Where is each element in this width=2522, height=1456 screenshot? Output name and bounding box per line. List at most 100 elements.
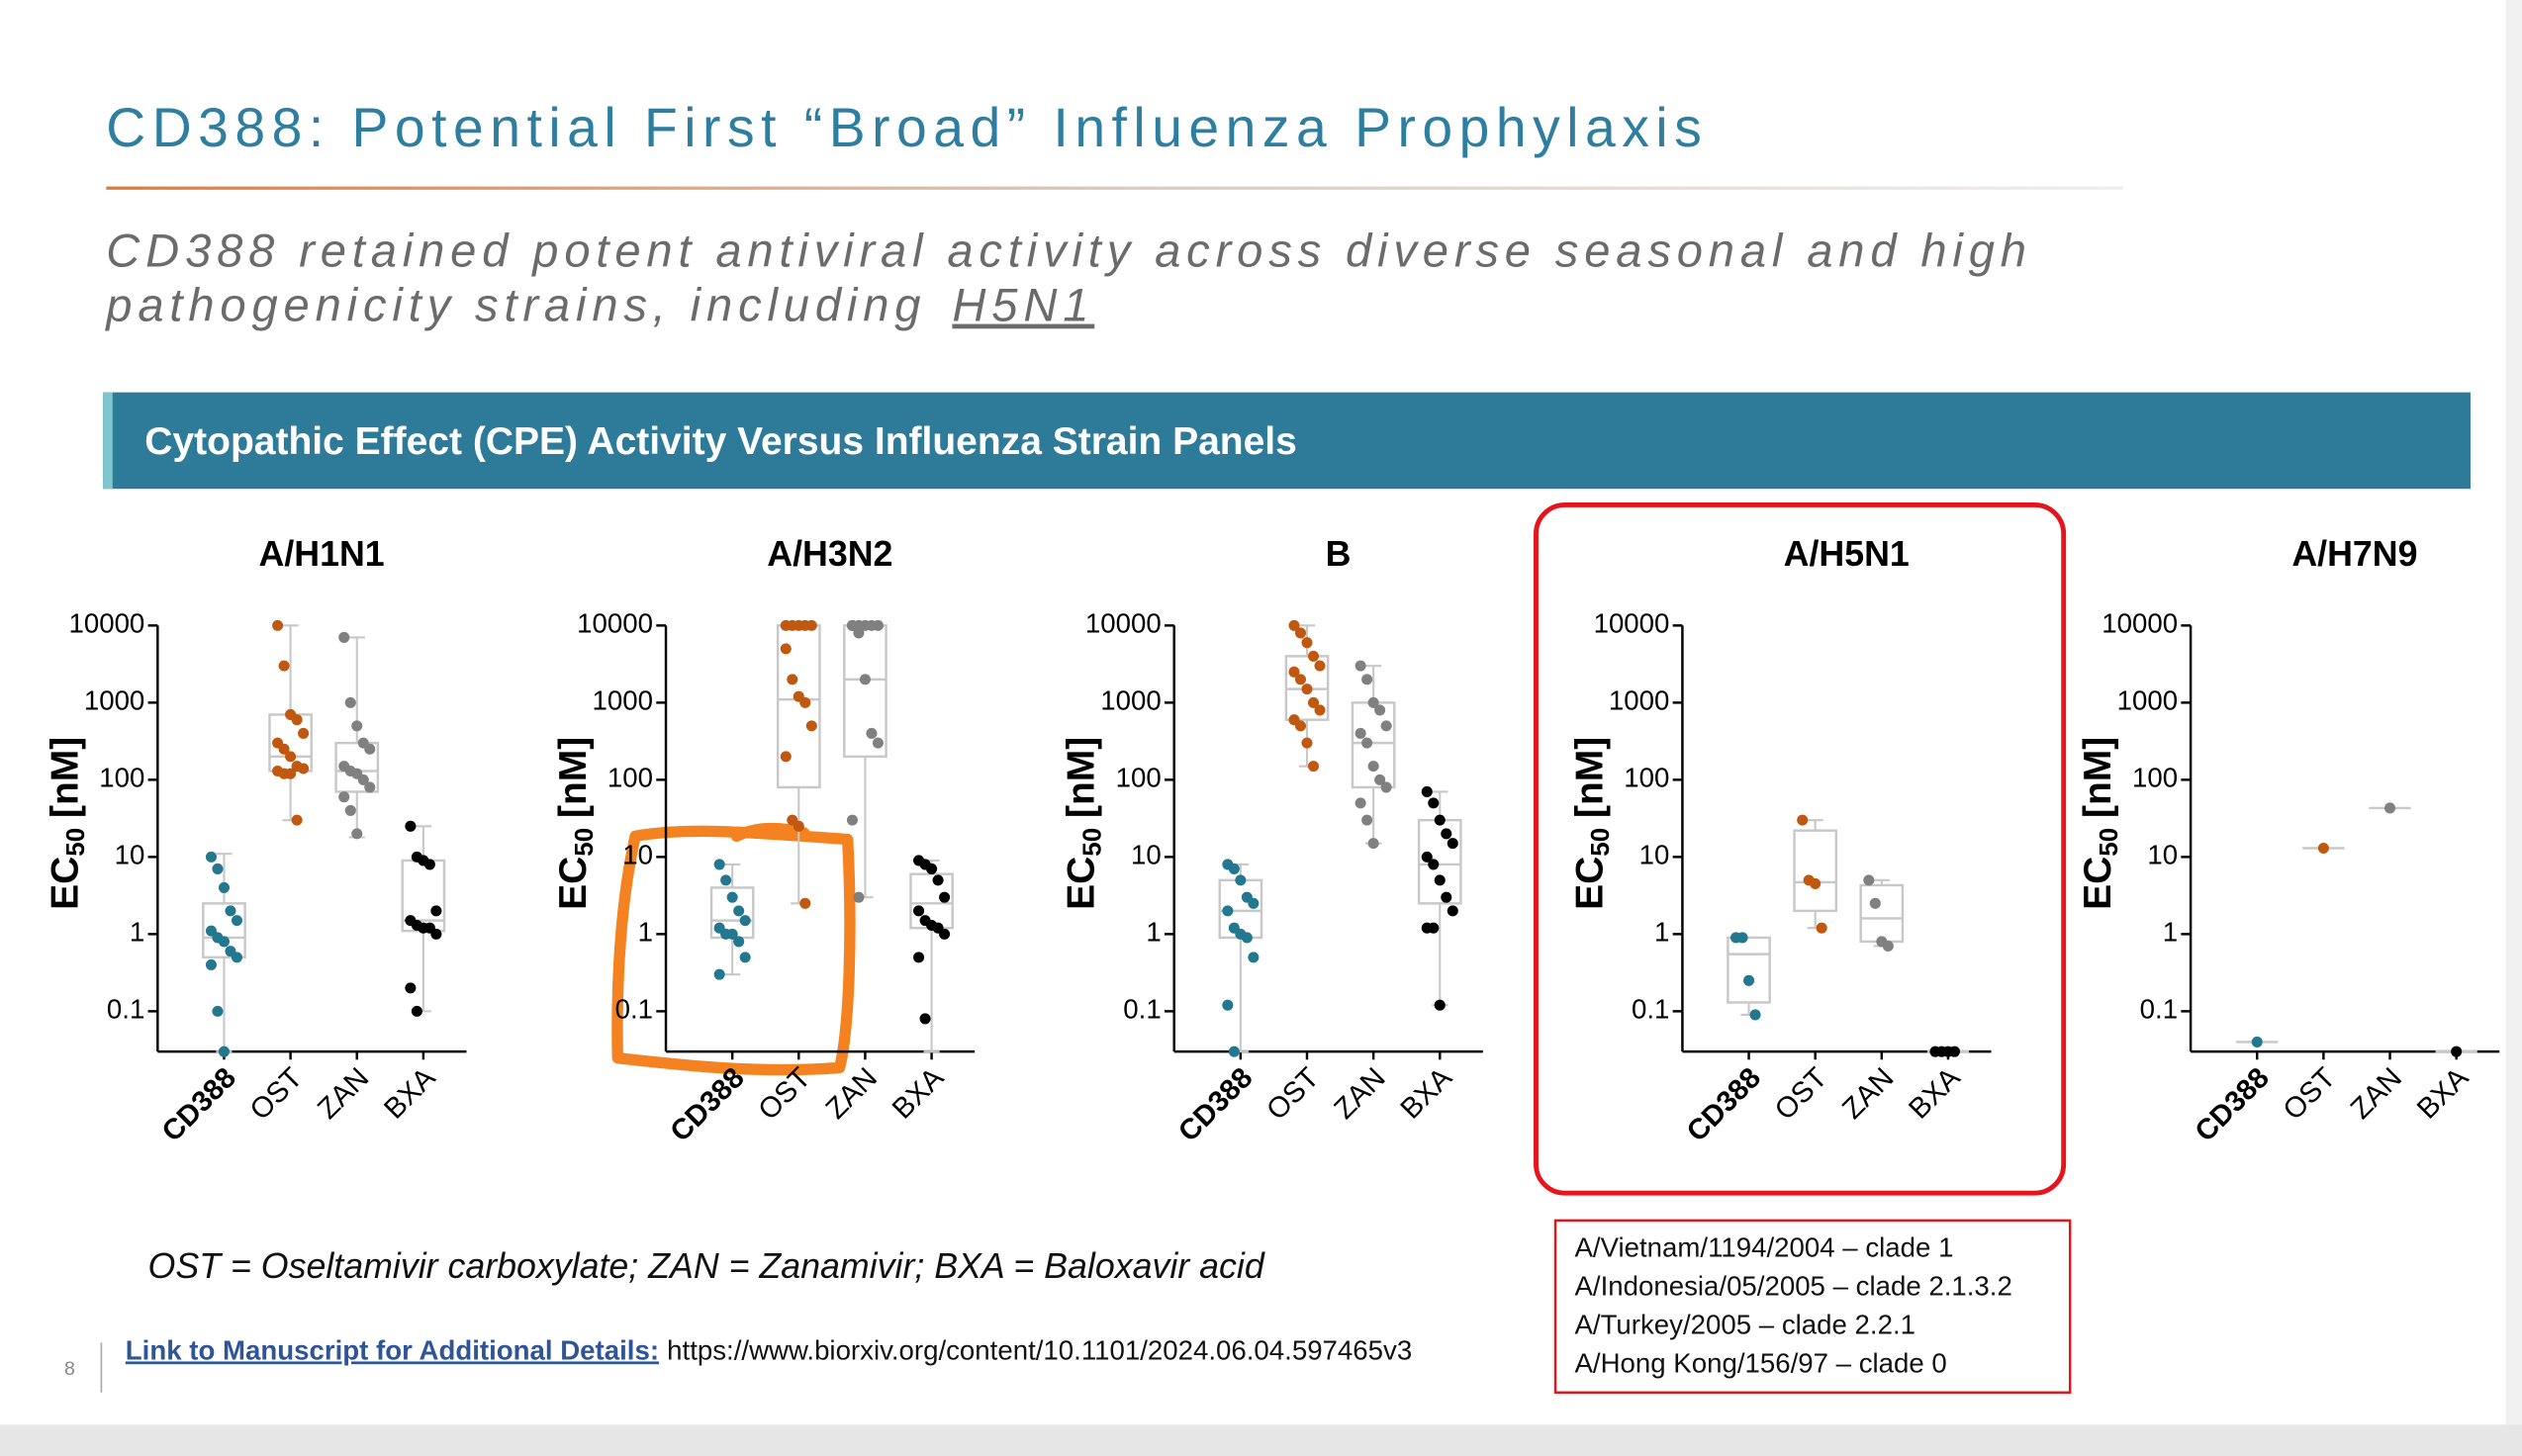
data-point: [285, 768, 297, 779]
banner-stripe: [103, 392, 113, 490]
data-point: [338, 631, 350, 643]
y-axis-label-sub: 50: [1076, 828, 1106, 857]
y-axis-label-main: EC: [1061, 857, 1103, 910]
y-tick-label: 100: [99, 763, 144, 793]
data-point: [1222, 905, 1234, 917]
y-axis-label-unit: [nM]: [1061, 737, 1103, 818]
data-point: [853, 627, 865, 639]
data-point: [919, 1013, 931, 1025]
y-tick-label: 1: [130, 917, 144, 948]
data-point: [351, 828, 363, 840]
data-point: [726, 891, 738, 903]
y-axis-label-main: EC: [2077, 857, 2119, 910]
data-point: [859, 674, 871, 685]
data-point: [231, 915, 242, 927]
data-point: [1948, 1046, 1960, 1057]
data-point: [805, 619, 817, 631]
y-axis-label-sub: 50: [1585, 828, 1615, 857]
data-point: [1361, 737, 1373, 749]
data-point: [787, 674, 798, 685]
data-point: [1294, 720, 1307, 732]
data-point: [205, 958, 217, 970]
box: [843, 624, 887, 759]
data-point: [218, 881, 230, 893]
y-axis-label-unit: [nM]: [2077, 737, 2119, 818]
data-point: [1228, 863, 1240, 874]
data-point: [1749, 1009, 1761, 1021]
data-point: [411, 1005, 422, 1017]
data-point: [1374, 704, 1386, 716]
y-tick-label: 1: [638, 917, 653, 948]
data-point: [739, 915, 751, 927]
banner-text: Cytopathic Effect (CPE) Activity Versus …: [144, 420, 1297, 463]
data-point: [1354, 797, 1366, 809]
y-tick-label: 100: [1624, 763, 1669, 793]
data-point: [1248, 897, 1260, 909]
data-point: [1421, 785, 1433, 797]
y-tick-label: 1: [2163, 917, 2178, 948]
data-point: [913, 905, 925, 917]
data-point: [1288, 619, 1300, 631]
data-point: [2451, 1046, 2463, 1057]
data-point: [278, 660, 290, 672]
data-point: [1301, 683, 1313, 695]
right-band: [2505, 0, 2522, 1425]
data-point: [1354, 727, 1366, 739]
data-point: [285, 751, 297, 763]
strain: A/Turkey/2005 – clade 2.2.1: [1574, 1309, 1915, 1339]
chart-title: A/H1N1: [259, 534, 385, 574]
data-point: [1374, 774, 1386, 785]
y-tick-label: 10: [1131, 840, 1162, 870]
data-point: [872, 619, 884, 631]
title-rule: [106, 186, 2123, 190]
highlight-box: [1534, 502, 2067, 1196]
subtitle-link: H5N1: [952, 279, 1094, 331]
y-axis-label-main: EC: [45, 857, 87, 910]
y-tick-label: 1000: [593, 685, 653, 716]
data-point: [405, 820, 417, 832]
data-point: [1288, 666, 1300, 678]
data-point: [1314, 660, 1326, 672]
data-point: [1441, 828, 1452, 840]
box: [1793, 829, 1838, 913]
data-point: [1380, 720, 1392, 732]
data-point: [1361, 674, 1373, 685]
data-point: [225, 905, 236, 917]
data-point: [1743, 974, 1755, 986]
manuscript-link[interactable]: Link to Manuscript for Additional Detail…: [126, 1334, 659, 1365]
y-tick-label: 100: [1116, 763, 1162, 793]
y-tick-label: 10: [622, 840, 653, 870]
strain-box: [1553, 1219, 2072, 1395]
data-point: [1447, 838, 1458, 850]
data-point: [205, 851, 217, 863]
data-point: [1248, 952, 1260, 963]
data-point: [1447, 905, 1458, 917]
y-tick-label: 10000: [68, 608, 144, 639]
y-axis-label: EC50 [nM]: [1569, 737, 1615, 910]
data-point: [212, 863, 224, 874]
data-point: [2251, 1036, 2263, 1047]
manuscript-url[interactable]: https://www.biorxiv.org/content/10.1101/…: [667, 1334, 1412, 1365]
data-point: [720, 874, 732, 886]
chart-title: A/H3N2: [767, 534, 892, 574]
data-point: [423, 859, 435, 870]
data-point: [739, 952, 751, 963]
data-point: [853, 891, 865, 903]
data-point: [846, 814, 858, 826]
bottom-band: [0, 1424, 2522, 1456]
data-point: [364, 743, 376, 755]
data-point: [357, 774, 369, 785]
y-tick-label: 0.1: [615, 994, 653, 1025]
data-point: [1869, 897, 1881, 909]
footnote: OST = Oseltamivir carboxylate; ZAN = Zan…: [148, 1246, 1265, 1286]
data-point: [272, 619, 284, 631]
y-tick-label: 10: [2147, 840, 2178, 870]
data-point: [218, 1046, 230, 1057]
data-point: [872, 737, 884, 749]
chart-title: A/H5N1: [1784, 534, 1910, 574]
data-point: [846, 619, 858, 631]
subtitle-line: CD388 retained potent antiviral activity…: [106, 224, 2032, 276]
data-point: [430, 905, 442, 917]
